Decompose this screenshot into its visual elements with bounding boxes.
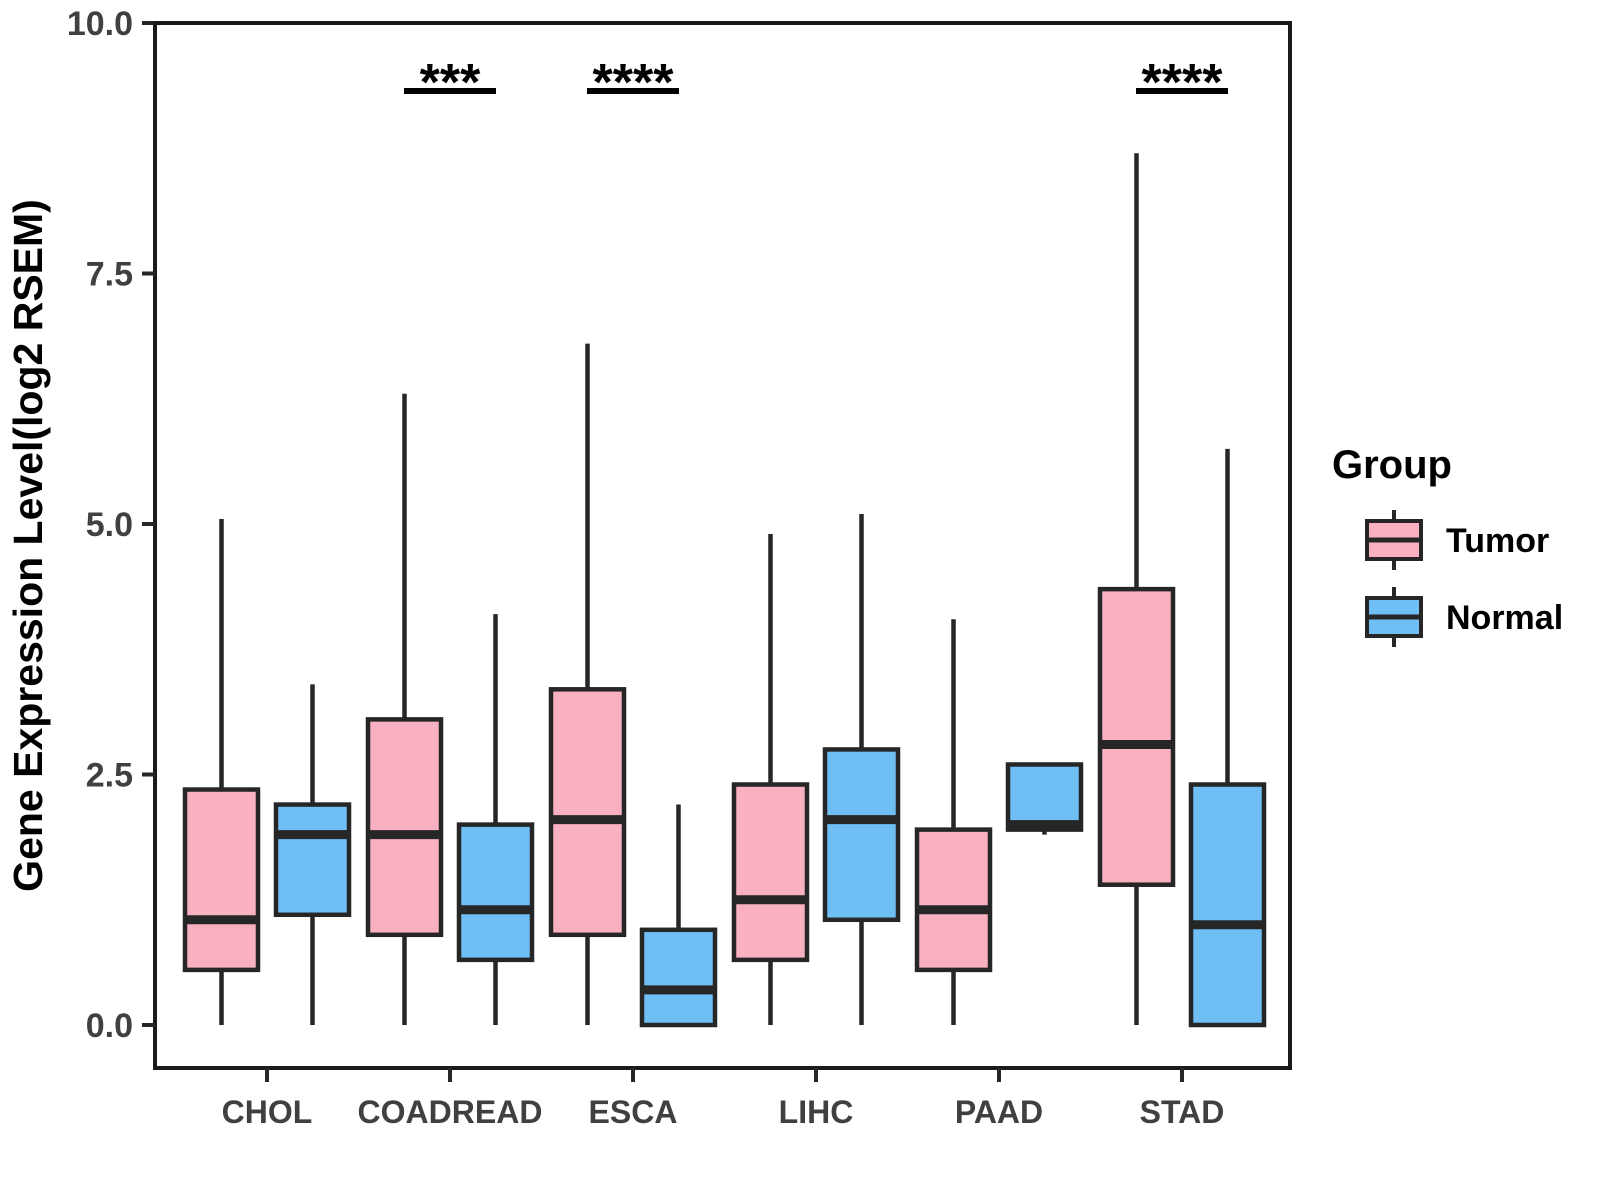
- box-normal-CHOL: [273, 802, 352, 918]
- box-normal-STAD: [1188, 782, 1267, 1028]
- significance-bar-STAD: [1136, 88, 1228, 94]
- significance-stars-COADREAD: ***: [420, 54, 481, 112]
- box-tumor-PAAD: [914, 827, 993, 973]
- box-normal-LIHC: [822, 747, 901, 923]
- y-tick-label: 2.5: [86, 757, 133, 795]
- x-tick-label-COADREAD: COADREAD: [358, 1094, 543, 1130]
- x-tick-label-STAD: STAD: [1140, 1094, 1225, 1130]
- box-tumor-LIHC: [731, 782, 810, 963]
- box-normal-COADREAD: [456, 822, 535, 963]
- significance-bar-COADREAD: [404, 88, 496, 94]
- box-normal-PAAD: [1005, 762, 1084, 832]
- y-tick-label: 10.0: [67, 5, 133, 43]
- significance-bar-ESCA: [587, 88, 679, 94]
- legend-item-tumor-label: Tumor: [1446, 522, 1549, 560]
- legend-title: Group: [1332, 443, 1452, 487]
- box-normal-ESCA: [639, 927, 718, 1028]
- y-tick-label: 7.5: [86, 256, 133, 294]
- x-tick-label-LIHC: LIHC: [779, 1094, 854, 1130]
- x-tick-label-PAAD: PAAD: [955, 1094, 1043, 1130]
- legend-item-normal-label: Normal: [1446, 599, 1563, 637]
- y-tick-label: 5.0: [86, 506, 133, 544]
- box-tumor-CHOL: [182, 787, 261, 973]
- box-tumor-ESCA: [548, 687, 627, 938]
- significance-stars-ESCA: ****: [593, 54, 675, 112]
- x-tick-label-ESCA: ESCA: [589, 1094, 678, 1130]
- y-axis-title: Gene Expression Level(log2 RSEM): [5, 199, 51, 892]
- box-tumor-COADREAD: [365, 717, 444, 938]
- box-tumor-STAD: [1097, 586, 1176, 887]
- significance-stars-STAD: ****: [1142, 54, 1224, 112]
- x-tick-label-CHOL: CHOL: [222, 1094, 313, 1130]
- plot-panel-border: [153, 21, 1292, 1070]
- y-tick-label: 0.0: [86, 1007, 133, 1045]
